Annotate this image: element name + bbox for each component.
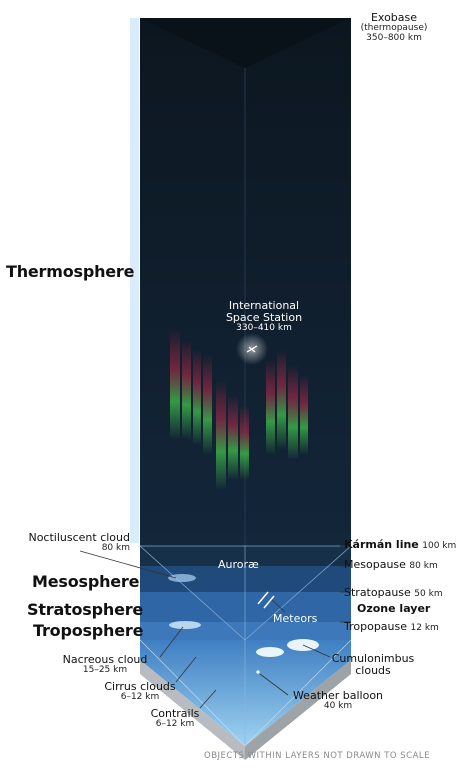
noctilucent-alt: 80 km [101,543,130,554]
thermosphere-label: Thermosphere [6,262,135,281]
ozone-layer-label: Ozone layer [357,602,431,615]
troposphere-label: Troposphere [33,621,144,640]
nacreous-name: Nacreous cloud [62,653,148,666]
atmospheric-objects [168,574,319,674]
iss-line1: International [228,299,300,312]
contrails-name: Contrails [150,707,200,720]
scale-disclaimer: OBJECTS WITHIN LAYERS NOT DRAWN TO SCALE [204,751,431,761]
tropopause-label: Tropopause 12 km [344,620,439,634]
tropopause-name: Tropopause [344,620,408,633]
iss-line2: Space Station [225,311,303,325]
stratopause-alt: 50 km [414,589,443,599]
exobase-subtitle: (thermopause) [360,23,428,34]
iss-label: International Space Station 330–410 km [216,299,312,334]
exobase-label: Exobase (thermopause) 350–800 km [359,11,429,44]
mesopause-name: Mesopause [344,558,406,571]
iss-marker [236,333,268,365]
stratopause-label: Stratopause 50 km [344,586,443,600]
noctilucent-name: Noctiluscent cloud [28,531,130,544]
lower-layers [139,545,352,760]
weather-balloon-label: Weather balloon 40 km [283,689,393,712]
nacreous-cloud-shape [169,621,201,629]
nacreous-alt: 15–25 km [82,665,128,676]
karman-name: Kármán line [344,538,419,551]
weather-balloon-dot [256,670,260,674]
cirrus-clouds-label: Cirrus clouds 6–12 km [90,680,190,703]
exobase-title: Exobase [370,11,418,24]
mesopause-alt: 80 km [409,561,438,571]
meteors-label: Meteors [273,612,318,625]
karman-alt: 100 km [422,541,457,551]
cumulonimbus-line1: Cumulonimbus [331,652,415,665]
balloon-name: Weather balloon [292,689,384,702]
cumulonimbus-clouds-label: Cumulonimbus clouds [323,652,423,678]
meteor-streaks [257,591,275,609]
balloon-alt: 40 km [323,701,353,712]
karman-line-label: Kármán line 100 km [344,538,457,552]
exobase-range: 350–800 km [366,32,422,43]
cirrus-name: Cirrus clouds [104,680,176,693]
stratosphere-label: Stratosphere [27,600,144,619]
iss-range: 330–410 km [236,323,292,334]
stratopause-name: Stratopause [344,586,411,599]
cirrus-alt: 6–12 km [120,692,160,703]
aurorae-label: Auroræ [218,558,259,571]
contrails-label: Contrails 6–12 km [135,707,215,730]
contrails-alt: 6–12 km [155,719,195,730]
noctilucent-cloud-shape [168,574,196,582]
nacreous-cloud-label: Nacreous cloud 15–25 km [55,653,155,676]
aurora-curtains [170,330,308,490]
cumulonimbus-line2: clouds [355,664,391,678]
leader-lines [79,545,351,709]
mesopause-label: Mesopause 80 km [344,558,438,572]
noctilucent-cloud-label: Noctiluscent cloud 80 km [10,531,130,554]
cumulonimbus-cloud-shape-a [256,647,284,657]
tropopause-alt: 12 km [410,623,439,633]
mesosphere-label: Mesosphere [32,572,140,591]
